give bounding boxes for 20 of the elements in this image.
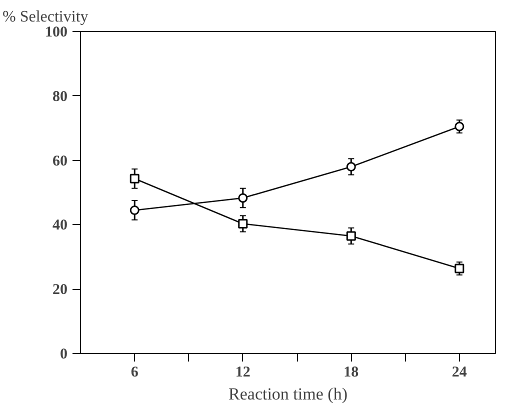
- x-tick-label: 18: [344, 364, 359, 380]
- point: [454, 122, 464, 132]
- point: [130, 205, 140, 215]
- point: [130, 174, 140, 184]
- x-tick-label: 6: [130, 364, 139, 380]
- y-tick-label: 100: [45, 24, 68, 40]
- x-axis-title: Reaction time (h): [228, 384, 348, 404]
- y-tick-label: 0: [60, 346, 68, 362]
- point: [238, 218, 248, 228]
- y-tick-label: 40: [52, 218, 68, 234]
- point: [238, 193, 248, 203]
- y-tick-label: 60: [52, 153, 68, 170]
- y-axis-title: % Selectivity: [2, 8, 88, 26]
- y-tick-label: 80: [52, 88, 68, 105]
- x-tick-label: 24: [452, 364, 468, 380]
- x-tick-label: 12: [235, 364, 250, 380]
- y-tick-label: 20: [52, 282, 68, 298]
- point: [346, 162, 356, 172]
- point: [346, 231, 356, 241]
- point: [454, 264, 464, 274]
